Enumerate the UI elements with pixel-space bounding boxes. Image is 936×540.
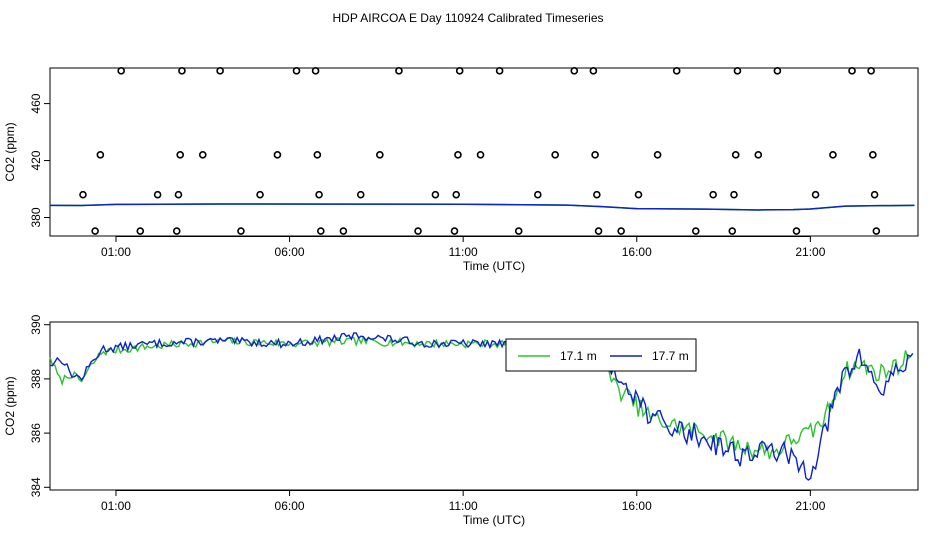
scatter-point (339, 227, 348, 235)
scatter-point (431, 190, 440, 199)
scatter-point (593, 190, 601, 199)
scatter-point (452, 190, 461, 199)
scatter-point (551, 151, 559, 159)
scatter-point (376, 151, 384, 159)
scatter-point (356, 190, 365, 199)
scatter-point (176, 151, 184, 159)
scatter-point (653, 151, 662, 159)
legend: 17.1 m 17.7 m (505, 338, 697, 372)
scatter-point (773, 67, 782, 75)
panel-bottom: 01:00 06:00 11:00 16:00 21:00 384 386 388 390 Tim… (3, 314, 919, 527)
y-tick-label: 390 (29, 314, 43, 334)
scatter-point (867, 67, 875, 75)
legend-label: 17.1 m (560, 349, 597, 363)
x-tick-label: 06:00 (275, 245, 305, 259)
scatter-point (476, 151, 485, 159)
x-axis-label: Time (UTC) (463, 513, 525, 527)
figure-title: HDP AIRCOA E Day 110924 Calibrated Times… (332, 11, 603, 25)
scatter-point (91, 227, 99, 235)
scatter-point (792, 227, 801, 235)
series-line-17-1m (49, 335, 914, 460)
y-tick-label: 384 (29, 477, 43, 497)
scatter-point (292, 67, 301, 75)
scatter-point (136, 227, 145, 235)
scatter-point (313, 151, 322, 159)
x-tick-label: 16:00 (622, 245, 652, 259)
y-tick-label: 388 (29, 369, 43, 389)
x-tick-label: 11:00 (449, 499, 478, 513)
scatter-point (691, 227, 700, 235)
scatter-point (731, 151, 740, 159)
scatter-point (811, 190, 820, 199)
x-tick-label: 01:00 (101, 245, 131, 259)
scatter-point (172, 227, 181, 235)
scatter-point (174, 190, 183, 199)
legend-box (505, 338, 697, 372)
scatter-point (311, 67, 320, 75)
scatter-point (317, 227, 325, 235)
scatter-point (450, 227, 459, 235)
scatter-point (198, 151, 207, 159)
scatter-point (733, 67, 742, 75)
panel-top: 01:00 06:00 11:00 16:00 21:00 380 420 460 Time (… (3, 67, 919, 273)
scatter-point (96, 151, 105, 159)
scatter-point (495, 67, 504, 75)
x-tick-label: 21:00 (795, 499, 825, 513)
scatter-point (454, 151, 462, 159)
y-tick-label: 420 (29, 150, 43, 170)
scatter-point (872, 227, 881, 235)
legend-label: 17.7 m (652, 349, 689, 363)
scatter-point (730, 190, 738, 199)
plot-frame (49, 321, 919, 491)
scatter-point (414, 227, 422, 235)
scatter-point (594, 227, 603, 235)
scatter-point (870, 190, 879, 199)
scatter-point (455, 67, 464, 75)
scatter-point (237, 227, 245, 235)
scatter-point (273, 151, 282, 159)
scatter-point (728, 227, 737, 235)
scatter-point (829, 151, 837, 159)
scatter-point (570, 67, 579, 75)
scatter-point (617, 227, 625, 235)
x-tick-label: 11:00 (449, 245, 478, 259)
scatter-point (216, 67, 224, 75)
series-line-17-7m (49, 332, 914, 481)
scatter-point (869, 151, 877, 159)
scatter-point (117, 67, 125, 75)
x-tick-label: 16:00 (622, 499, 652, 513)
scatter-point (672, 67, 681, 75)
scatter-point (754, 151, 763, 159)
x-tick-label: 01:00 (101, 499, 131, 513)
scatter-point (514, 227, 523, 235)
scatter-point (153, 190, 162, 199)
scatter-point (634, 190, 643, 199)
scatter-point (79, 190, 87, 199)
x-tick-label: 21:00 (795, 245, 825, 259)
scatter-point (178, 67, 186, 75)
scatter-point (395, 67, 403, 75)
y-axis-label: CO2 (ppm) (3, 376, 17, 435)
scatter-point (256, 190, 264, 199)
scatter-point (534, 190, 542, 199)
y-axis-label: CO2 (ppm) (3, 122, 17, 181)
scatter-point (709, 190, 717, 199)
x-axis-label: Time (UTC) (463, 259, 525, 273)
scatter-point (315, 190, 323, 199)
y-tick-label: 460 (29, 93, 43, 113)
y-tick-label: 386 (29, 423, 43, 443)
y-tick-label: 380 (29, 207, 43, 227)
scatter-point (591, 151, 599, 159)
x-tick-label: 06:00 (275, 499, 305, 513)
scatter-point (848, 67, 856, 75)
scatter-point (589, 67, 598, 75)
series-line-blue (49, 203, 915, 211)
